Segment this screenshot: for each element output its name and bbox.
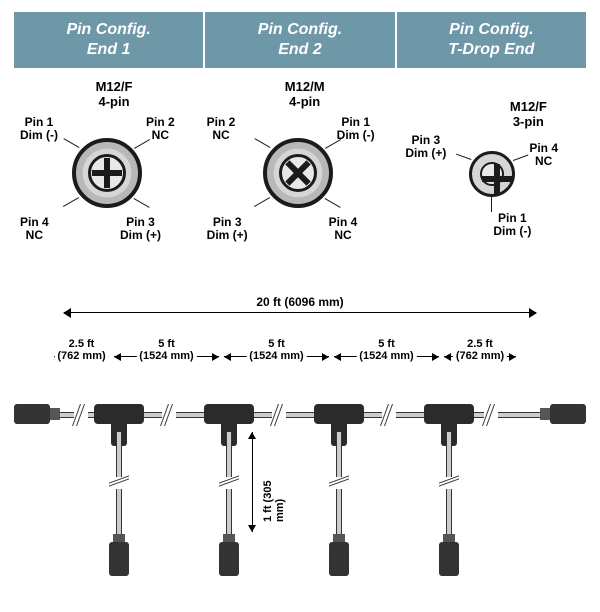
break-icon (329, 477, 349, 489)
tee-icon (424, 396, 474, 432)
end1-connector-icon (72, 138, 142, 208)
header-end1-l2: End 1 (14, 40, 203, 60)
end1-type: M12/F 4-pin (84, 80, 144, 110)
end2-plug-icon (550, 404, 586, 424)
dim-total: 20 ft (6096 mm) (64, 312, 536, 336)
header-end1-l1: Pin Config. (14, 20, 203, 40)
dim-seg-1: 5 ft(1524 mm) (114, 342, 219, 376)
tdrop-pin1: Pin 1 Dim (-) (493, 212, 531, 238)
end1-pin4: Pin 4 NC (20, 216, 49, 242)
end2-pin4: Pin 4 NC (329, 216, 358, 242)
end1-pin3: Pin 3 Dim (+) (120, 216, 161, 242)
dim-seg-4: 2.5 ft(762 mm) (444, 342, 516, 376)
dim-seg-2: 5 ft(1524 mm) (224, 342, 329, 376)
end2-type: M12/M 4-pin (275, 80, 335, 110)
dim-total-label: 20 ft (6096 mm) (250, 295, 349, 309)
pin-config-row: M12/F 4-pin Pin 1 Dim (-) Pin 2 NC Pin 3… (14, 78, 586, 268)
end2-connector-icon (263, 138, 333, 208)
break-icon (219, 477, 239, 489)
header-end1: Pin Config. End 1 (14, 12, 205, 68)
end1-pin1: Pin 1 Dim (-) (20, 116, 58, 142)
dim-seg-3: 5 ft(1524 mm) (334, 342, 439, 376)
end1-pin2: Pin 2 NC (146, 116, 175, 142)
header-tdrop: Pin Config. T-Drop End (397, 12, 586, 68)
break-icon (74, 404, 88, 426)
end2-pin3: Pin 3 Dim (+) (207, 216, 248, 242)
drop-plug-icon (219, 542, 239, 576)
tdrop-type: M12/F 3-pin (500, 100, 556, 130)
tee-icon (314, 396, 364, 432)
end2-pin1: Pin 1 Dim (-) (337, 116, 375, 142)
dim-seg-0: 2.5 ft(762 mm) (54, 342, 109, 376)
end2-pin2: Pin 2 NC (207, 116, 236, 142)
tdrop-connector-icon (469, 151, 515, 197)
pin-cell-end2: M12/M 4-pin Pin 2 NC Pin 1 Dim (-) Pin 3… (205, 78, 396, 268)
tdrop-pin3: Pin 3 Dim (+) (405, 134, 446, 160)
tee-icon (204, 396, 254, 432)
header-row: Pin Config. End 1 Pin Config. End 2 Pin … (14, 12, 586, 68)
header-tdrop-l1: Pin Config. (397, 20, 586, 40)
header-end2-l2: End 2 (205, 40, 394, 60)
tdrop-pin4: Pin 4 NC (529, 142, 558, 168)
break-icon (109, 477, 129, 489)
cable-diagram: 20 ft (6096 mm) 2.5 ft(762 mm) 5 ft(1524… (14, 312, 586, 602)
break-icon (382, 404, 396, 426)
drop-plug-icon (109, 542, 129, 576)
drop-dim-arrow (252, 432, 253, 532)
tee-icon (94, 396, 144, 432)
pin-cell-tdrop: M12/F 3-pin Pin 3 Dim (+) Pin 4 NC Pin 1… (395, 78, 586, 268)
drop-plug-icon (439, 542, 459, 576)
break-icon (162, 404, 176, 426)
pin-cell-end1: M12/F 4-pin Pin 1 Dim (-) Pin 2 NC Pin 3… (14, 78, 205, 268)
header-end2-l1: Pin Config. (205, 20, 394, 40)
break-icon (484, 404, 498, 426)
break-icon (439, 477, 459, 489)
drop-plug-icon (329, 542, 349, 576)
header-end2: Pin Config. End 2 (205, 12, 396, 68)
header-tdrop-l2: T-Drop End (397, 40, 586, 60)
end1-plug-icon (14, 404, 50, 424)
break-icon (272, 404, 286, 426)
drop-dim-label: 1 ft (305 mm) (262, 480, 286, 522)
